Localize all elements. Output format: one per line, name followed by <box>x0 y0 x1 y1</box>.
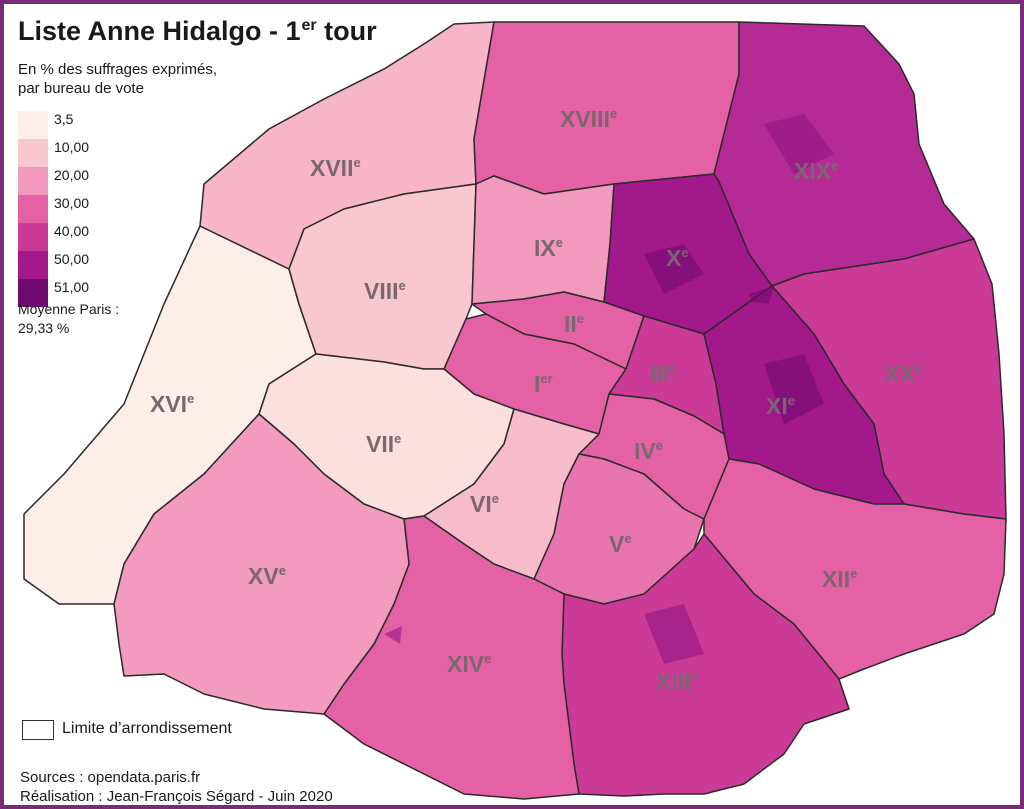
arrondissement-19 <box>713 21 975 287</box>
source-credits: Sources : opendata.paris.fr Réalisation … <box>20 768 333 806</box>
arrondissement-label-6: VIe <box>470 491 499 517</box>
arrondissement-label-12: XIIe <box>822 566 857 592</box>
arrondissement-label-15: XVe <box>248 563 286 589</box>
legend-swatch <box>18 139 48 167</box>
paris-map: Ier IIe IIIe IVe Ve VIe VIIe VIIIe IXe X… <box>23 21 1007 800</box>
legend-label: 3,5 <box>54 111 74 127</box>
arrondissement-label-14: XIVe <box>447 651 491 677</box>
arrondissement-label-1: Ier <box>534 371 553 397</box>
legend-label: 40,00 <box>54 223 90 239</box>
arrondissement-label-17: XVIIe <box>310 155 361 181</box>
author-line: Réalisation : Jean-François Ségard - Jui… <box>20 788 333 805</box>
arrondissement-label-2: IIe <box>564 311 584 337</box>
arrondissement-label-18: XVIIIe <box>560 106 617 132</box>
arrondissement-label-11: XIe <box>766 393 795 419</box>
boundary-legend-swatch <box>22 720 54 740</box>
arrondissement-label-13: XIIIe <box>656 668 698 694</box>
average-label: Moyenne Paris : <box>18 301 120 317</box>
legend-swatch-last <box>18 279 48 307</box>
sources-line: Sources : opendata.paris.fr <box>20 769 201 786</box>
map-subtitle: En % des suffrages exprimés, par bureau … <box>18 60 217 98</box>
legend-label: 50,00 <box>54 251 90 267</box>
polling-station-texture <box>384 114 834 664</box>
legend-label: 20,00 <box>54 167 90 183</box>
arrondissement-label-5: Ve <box>609 531 632 557</box>
subtitle-line-2: par bureau de vote <box>18 80 144 97</box>
arrondissement-label-7: VIIe <box>366 431 401 457</box>
legend-swatch <box>18 195 48 223</box>
paris-average: Moyenne Paris : 29,33 % <box>18 300 119 338</box>
arrondissement-labels: Ier IIe IIIe IVe Ve VIe VIIe VIIIe IXe X… <box>150 106 922 694</box>
arrondissement-label-16: XVIe <box>150 391 194 417</box>
legend-swatch <box>18 223 48 251</box>
legend-label-max: 51,00 <box>54 279 90 295</box>
arrondissement-label-10: Xe <box>666 245 689 271</box>
arrondissement-label-19: XIXe <box>794 158 838 184</box>
legend-label: 30,00 <box>54 195 90 211</box>
legend-swatch <box>18 251 48 279</box>
legend-label: 10,00 <box>54 139 90 155</box>
arrondissement-label-4: IVe <box>634 438 663 464</box>
arrondissement-label-20: XXe <box>884 361 922 387</box>
map-title: Liste Anne Hidalgo - 1er tour <box>18 16 377 46</box>
legend-swatch <box>18 111 48 139</box>
arrondissement-label-3: IIIe <box>650 361 676 387</box>
boundary-legend-label: Limite d’arrondissement <box>62 720 232 737</box>
arrondissement-15 <box>113 413 410 715</box>
legend-swatch <box>18 167 48 195</box>
subtitle-line-1: En % des suffrages exprimés, <box>18 61 217 78</box>
arrondissement-label-9: IXe <box>534 235 563 261</box>
arrondissement-label-8: VIIIe <box>364 278 406 304</box>
average-value: 29,33 % <box>18 320 70 336</box>
